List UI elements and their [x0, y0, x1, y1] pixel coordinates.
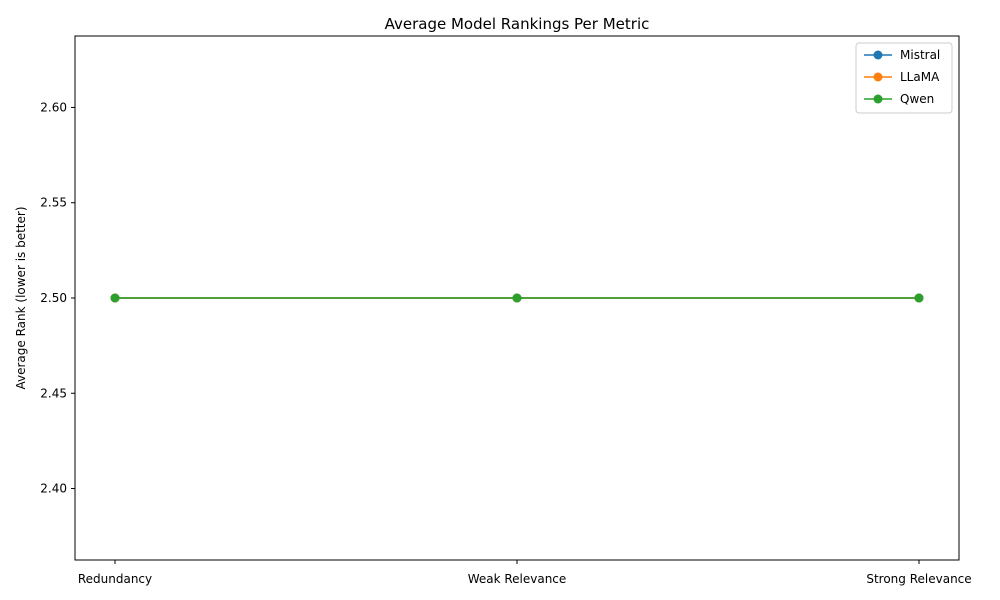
chart-title: Average Model Rankings Per Metric [385, 15, 650, 33]
plot-frame [74, 35, 960, 561]
data-point-qwen [512, 293, 522, 303]
y-axis-label: Average Rank (lower is better) [14, 207, 28, 390]
data-point-qwen [110, 293, 120, 303]
y-tick-label: 2.45 [40, 386, 67, 400]
x-tick-label: Weak Relevance [468, 572, 567, 586]
x-tick-label: Redundancy [78, 572, 152, 586]
axes: Redundancy Weak Relevance Strong Relevance… [40, 100, 971, 586]
data-point-qwen [914, 293, 924, 303]
legend-label-llama: LLaMA [900, 70, 940, 84]
legend-marker-mistral [873, 50, 883, 60]
x-tick-label: Strong Relevance [866, 572, 971, 586]
y-tick-label: 2.40 [40, 482, 67, 496]
legend: Mistral LLaMA Qwen [855, 42, 953, 114]
y-tick-label: 2.55 [40, 196, 67, 210]
legend-marker-qwen [873, 94, 883, 104]
y-tick-label: 2.50 [40, 291, 67, 305]
series-lines [110, 293, 924, 303]
legend-label-qwen: Qwen [900, 92, 934, 106]
y-tick-label: 2.60 [40, 100, 67, 114]
legend-label-mistral: Mistral [900, 48, 940, 62]
legend-marker-llama [873, 72, 883, 82]
